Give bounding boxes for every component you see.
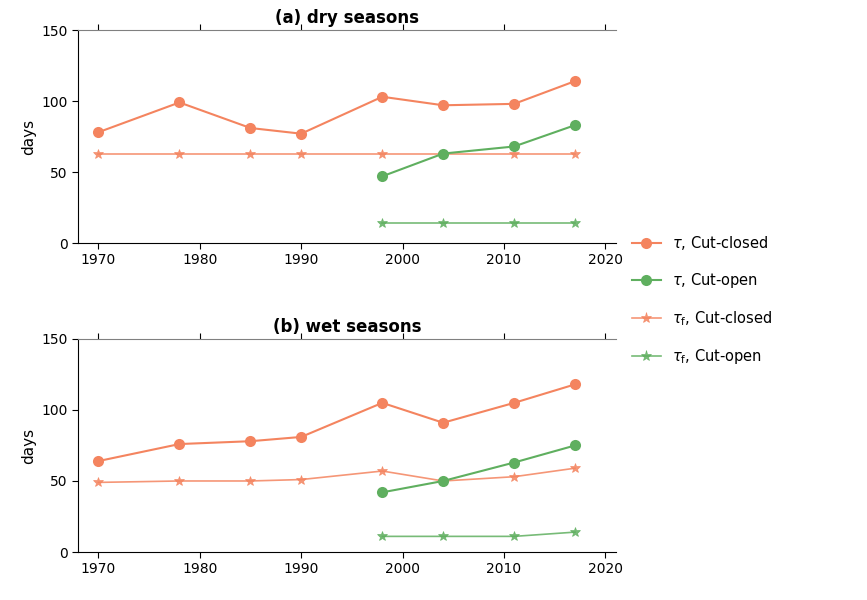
Legend: $\tau$, Cut-closed, $\tau$, Cut-open, $\tau_\mathrm{f}$, Cut-closed, $\tau_\math: $\tau$, Cut-closed, $\tau$, Cut-open, $\… xyxy=(631,234,772,366)
Title: (b) wet seasons: (b) wet seasons xyxy=(272,318,421,336)
Y-axis label: days: days xyxy=(21,118,36,155)
Title: (a) dry seasons: (a) dry seasons xyxy=(275,9,419,27)
Y-axis label: days: days xyxy=(21,427,36,464)
